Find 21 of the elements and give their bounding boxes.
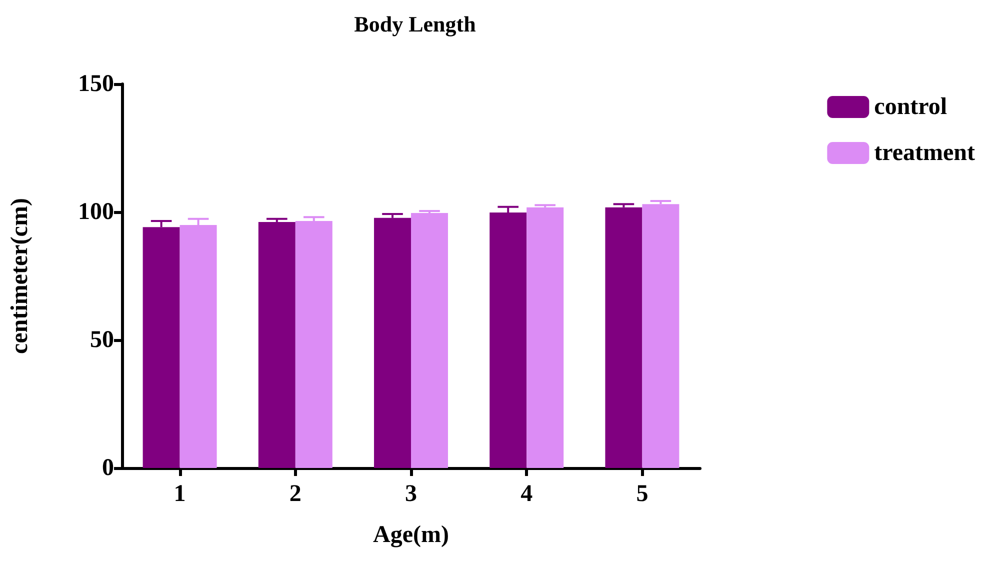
x-tick-label: 4 <box>520 481 533 507</box>
x-tick-label: 2 <box>289 481 302 507</box>
chart-title: Body Length <box>354 12 476 36</box>
bar <box>411 213 448 468</box>
x-tick-label: 5 <box>636 481 648 507</box>
x-axis-title: Age(m) <box>373 522 449 548</box>
y-tick-label: 50 <box>90 327 114 353</box>
bar <box>526 207 564 468</box>
legend-label: control <box>874 94 948 120</box>
bar <box>295 220 332 468</box>
bar <box>374 218 411 468</box>
y-tick-label: 150 <box>78 71 114 97</box>
bar <box>258 222 296 468</box>
x-tick-label: 3 <box>405 481 417 507</box>
bar <box>642 204 680 468</box>
x-tick-label: 1 <box>174 481 186 507</box>
y-tick-label: 0 <box>102 455 114 481</box>
legend-label: treatment <box>874 140 976 166</box>
y-tick-label: 100 <box>78 199 114 225</box>
bar <box>605 207 642 468</box>
y-axis-title: centimeter(cm) <box>7 198 33 354</box>
